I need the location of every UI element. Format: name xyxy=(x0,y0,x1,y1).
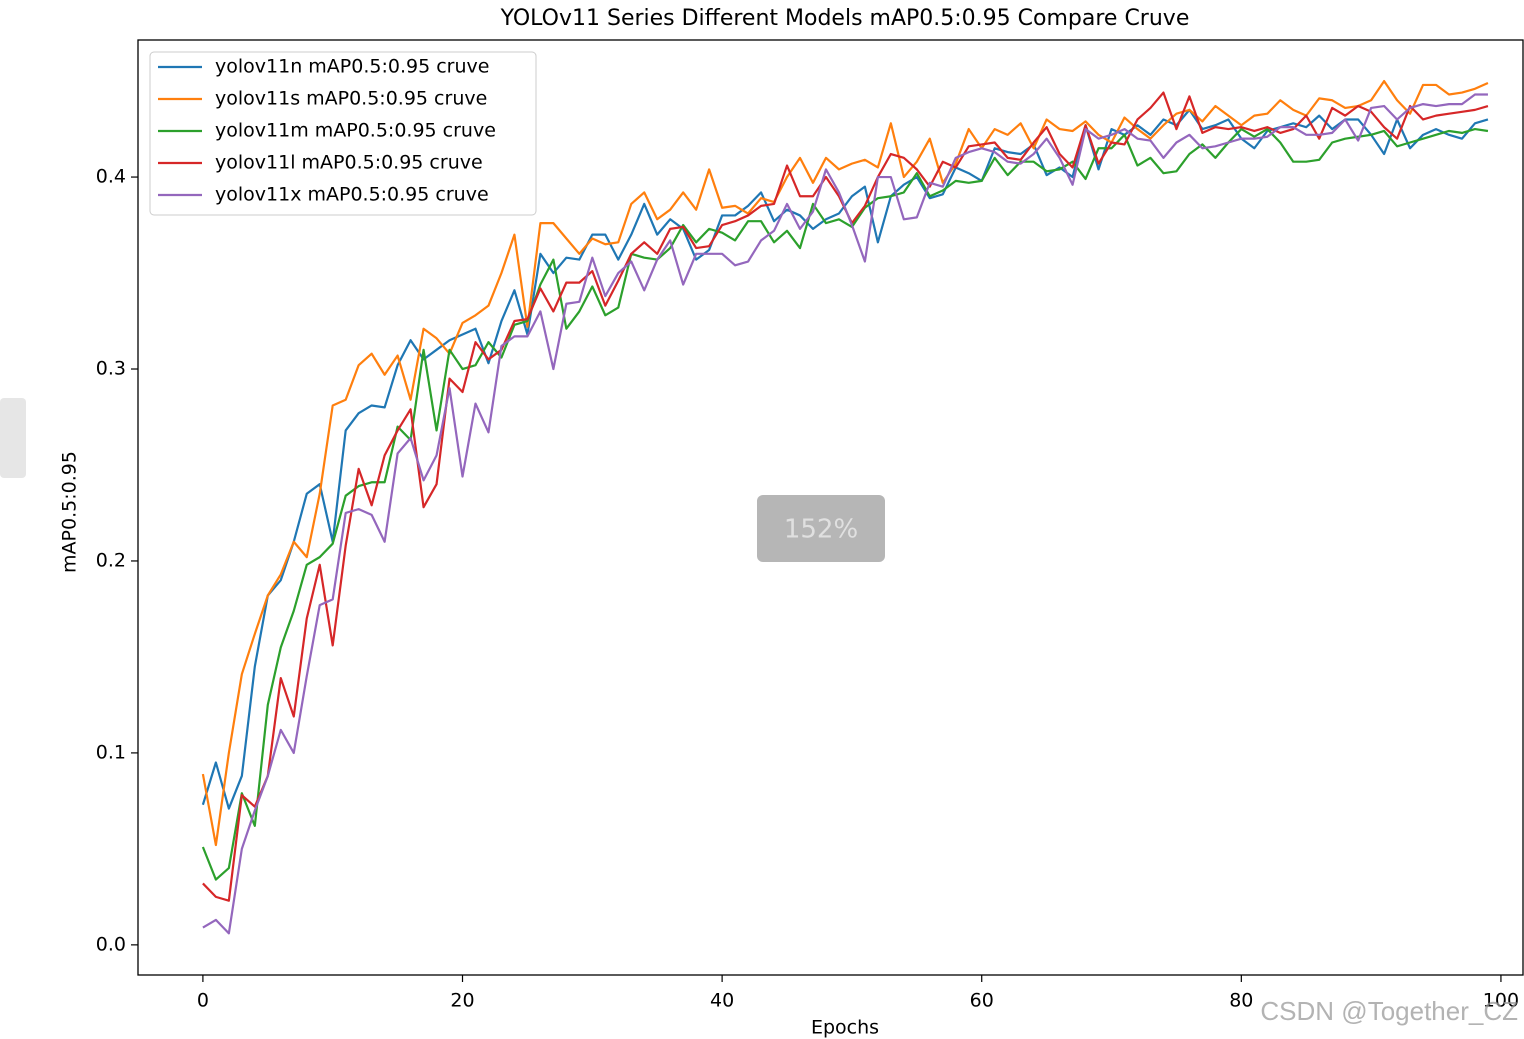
series-line xyxy=(202,93,1488,935)
y-axis-label: mAP0.5:0.95 xyxy=(59,451,81,573)
x-tick-label: 60 xyxy=(970,990,994,1012)
legend-label: yolov11l mAP0.5:0.95 cruve xyxy=(215,152,483,174)
x-tick-label: 0 xyxy=(197,990,209,1012)
chart-title: YOLOv11 Series Different Models mAP0.5:0… xyxy=(500,6,1190,31)
x-axis-label: Epochs xyxy=(811,1017,879,1039)
plot-frame xyxy=(137,39,1524,976)
y-tick-label: 0.3 xyxy=(96,358,126,380)
x-tick-label: 80 xyxy=(1229,990,1253,1012)
series-line xyxy=(201,127,1489,881)
y-tick-label: 0.2 xyxy=(96,549,126,571)
series-line xyxy=(201,79,1489,847)
legend-box xyxy=(149,51,537,216)
x-tick-label: 20 xyxy=(450,990,474,1012)
y-tick-label: 0.4 xyxy=(96,166,126,188)
y-tick-label: 0.0 xyxy=(96,933,126,955)
y-tick-label: 0.1 xyxy=(96,741,126,763)
legend-label: yolov11x mAP0.5:0.95 cruve xyxy=(215,184,489,206)
x-tick-label: 100 xyxy=(1483,990,1519,1012)
watermark: CSDN @Together_CZ xyxy=(1260,996,1518,1026)
zoom-text: 152% xyxy=(784,515,858,545)
legend-label: yolov11s mAP0.5:0.95 cruve xyxy=(215,88,487,110)
x-tick-label: 40 xyxy=(710,990,734,1012)
legend-label: yolov11m mAP0.5:0.95 cruve xyxy=(215,120,496,142)
zoom-badge xyxy=(757,495,885,562)
side-tab xyxy=(0,398,26,478)
legend-label: yolov11n mAP0.5:0.95 cruve xyxy=(215,56,489,78)
